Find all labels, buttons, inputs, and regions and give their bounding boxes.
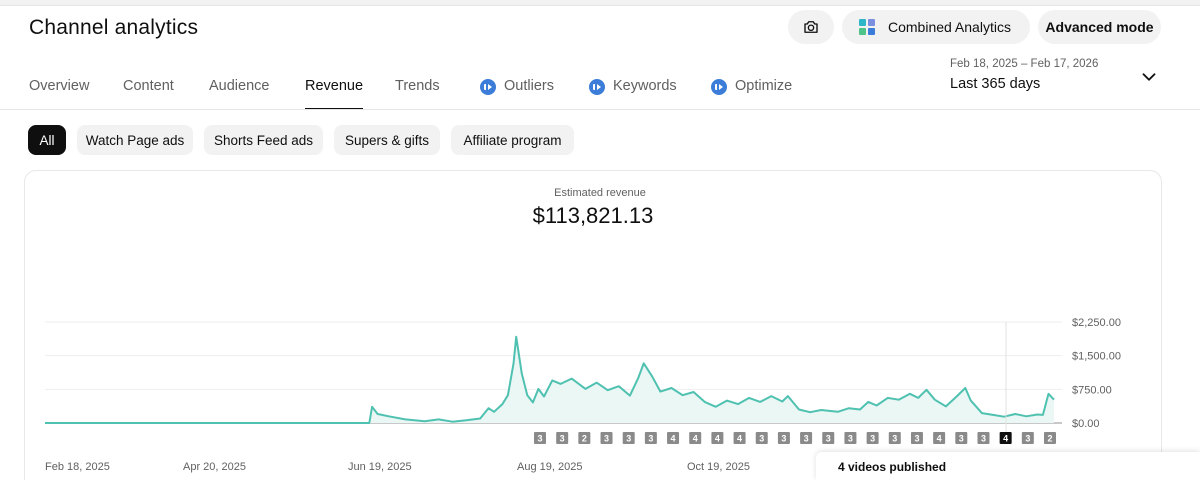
x-tick-label: Feb 18, 2025 — [45, 461, 110, 473]
chip-watch-page-ads[interactable]: Watch Page ads — [77, 125, 193, 155]
x-tick-label: Aug 19, 2025 — [517, 461, 582, 473]
revenue-area — [45, 336, 1054, 423]
video-marker-count: 3 — [914, 434, 919, 444]
video-marker — [622, 432, 635, 444]
advanced-mode-button[interactable]: Advanced mode — [1038, 10, 1161, 44]
chip-shorts-feed-ads[interactable]: Shorts Feed ads — [204, 125, 323, 155]
top-edge-bar — [0, 0, 1200, 6]
video-marker-count: 4 — [737, 434, 742, 444]
tab-trends[interactable]: Trends — [395, 70, 440, 110]
extension-icon — [589, 79, 605, 95]
video-marker — [866, 432, 879, 444]
metric-value: $113,821.13 — [532, 203, 654, 228]
tab-label: Content — [123, 78, 174, 94]
tab-label: Revenue — [305, 78, 364, 94]
video-marker — [733, 432, 746, 444]
video-marker-count: 4 — [937, 434, 942, 444]
video-marker-count: 2 — [582, 434, 587, 444]
chevron-down-icon[interactable] — [1138, 66, 1160, 88]
combined-analytics-button[interactable]: Combined Analytics — [842, 10, 1030, 44]
video-marker-count: 3 — [604, 434, 609, 444]
tab-content[interactable]: Content — [123, 70, 174, 110]
camera-icon — [804, 21, 818, 33]
revenue-chart-card — [24, 170, 1162, 480]
date-period-label[interactable]: Last 365 days — [950, 76, 1041, 92]
video-marker-count: 3 — [648, 434, 653, 444]
videos-published-tooltip: 4 videos published — [816, 452, 1200, 480]
tab-label: Audience — [209, 78, 270, 94]
video-marker-count: 3 — [560, 434, 565, 444]
page-title: Channel analytics — [29, 16, 199, 39]
video-marker-count: 3 — [848, 434, 853, 444]
combined-analytics-label: Combined Analytics — [888, 19, 1011, 35]
tabs-divider — [0, 109, 1200, 110]
video-marker-count: 3 — [981, 434, 986, 444]
video-marker-count: 3 — [759, 434, 764, 444]
tab-label: Outliers — [504, 78, 554, 94]
video-marker — [888, 432, 901, 444]
revenue-line — [45, 335, 1055, 424]
video-marker-count: 3 — [892, 434, 897, 444]
video-marker-count: 3 — [959, 434, 964, 444]
video-marker-count: 2 — [1047, 434, 1052, 444]
video-marker-count: 3 — [781, 434, 786, 444]
video-marker — [1021, 432, 1034, 444]
video-marker-count: 3 — [1025, 434, 1030, 444]
video-marker — [644, 432, 657, 444]
video-marker — [777, 432, 790, 444]
video-marker-count: 3 — [537, 434, 542, 444]
video-marker — [556, 432, 569, 444]
video-marker — [933, 432, 946, 444]
video-marker-count: 4 — [715, 434, 720, 444]
extension-icon — [480, 79, 496, 95]
y-tick-label: $750.00 — [1072, 384, 1112, 396]
metric-label: Estimated revenue — [554, 187, 646, 199]
tab-label: Trends — [395, 78, 440, 94]
tab-label: Optimize — [735, 78, 793, 94]
y-tick-label: $0.00 — [1072, 418, 1100, 430]
video-marker — [800, 432, 813, 444]
tab-overview[interactable]: Overview — [29, 70, 89, 110]
tab-label: Keywords — [613, 78, 677, 94]
x-tick-label: Apr 20, 2025 — [183, 461, 246, 473]
video-marker — [910, 432, 923, 444]
x-tick-label: Jun 19, 2025 — [348, 461, 412, 473]
chip-supers-gifts[interactable]: Supers & gifts — [334, 125, 440, 155]
tab-optimize[interactable]: Optimize — [711, 70, 792, 110]
tab-audience[interactable]: Audience — [209, 70, 269, 110]
video-marker-count: 4 — [693, 434, 698, 444]
video-marker — [844, 432, 857, 444]
video-marker — [999, 432, 1012, 444]
video-marker-count: 4 — [1003, 434, 1008, 444]
video-marker-count: 3 — [626, 434, 631, 444]
video-marker — [711, 432, 724, 444]
tab-keywords[interactable]: Keywords — [589, 70, 677, 110]
video-marker-count: 4 — [671, 434, 676, 444]
date-range-text: Feb 18, 2025 – Feb 17, 2026 — [950, 58, 1099, 70]
y-tick-label: $1,500.00 — [1072, 351, 1121, 363]
video-marker — [578, 432, 591, 444]
video-marker — [1044, 432, 1056, 444]
chip-all[interactable]: All — [28, 125, 66, 155]
extension-icon — [711, 79, 727, 95]
video-marker — [667, 432, 680, 444]
video-marker-count: 3 — [826, 434, 831, 444]
y-tick-label: $2,250.00 — [1072, 317, 1121, 329]
video-marker — [600, 432, 613, 444]
combined-analytics-icon — [859, 19, 875, 35]
video-marker — [955, 432, 968, 444]
video-marker — [755, 432, 768, 444]
video-marker — [689, 432, 702, 444]
video-marker-count: 3 — [870, 434, 875, 444]
tab-outliers[interactable]: Outliers — [480, 70, 554, 110]
video-marker-count: 3 — [804, 434, 809, 444]
screenshot-button[interactable] — [788, 10, 834, 44]
x-tick-label: Oct 19, 2025 — [687, 461, 750, 473]
video-marker — [977, 432, 990, 444]
video-marker — [534, 432, 546, 444]
video-marker — [822, 432, 835, 444]
tab-label: Overview — [29, 78, 90, 94]
chip-affiliate-program[interactable]: Affiliate program — [451, 125, 574, 155]
